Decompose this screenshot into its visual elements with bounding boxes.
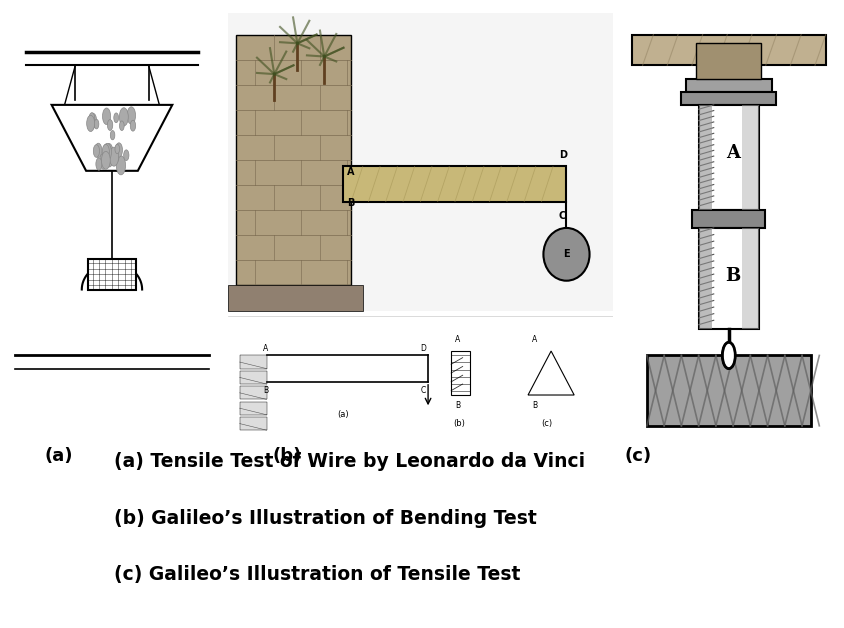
Polygon shape xyxy=(240,371,267,384)
Bar xyxy=(741,105,758,210)
Text: B: B xyxy=(531,401,537,410)
Text: (a) Tensile Test of Wire by Leonardo da Vinci: (a) Tensile Test of Wire by Leonardo da … xyxy=(114,452,585,471)
Polygon shape xyxy=(344,166,565,202)
Circle shape xyxy=(722,342,734,369)
Bar xyxy=(88,259,136,290)
Text: (a): (a) xyxy=(338,410,349,419)
Circle shape xyxy=(115,144,120,154)
Circle shape xyxy=(130,120,135,131)
Circle shape xyxy=(89,113,96,128)
Polygon shape xyxy=(680,92,776,105)
Text: B: B xyxy=(454,401,460,410)
Text: (a): (a) xyxy=(45,447,73,465)
Circle shape xyxy=(116,156,126,175)
Bar xyxy=(698,228,711,329)
Text: (c): (c) xyxy=(541,419,552,428)
Circle shape xyxy=(101,151,110,170)
Circle shape xyxy=(103,143,111,161)
Circle shape xyxy=(87,116,95,131)
Bar xyxy=(698,105,711,210)
Text: C: C xyxy=(558,211,565,221)
Circle shape xyxy=(89,112,95,124)
Text: A: A xyxy=(725,144,739,162)
Text: (b): (b) xyxy=(273,447,301,465)
Text: (c): (c) xyxy=(624,447,651,465)
Circle shape xyxy=(114,113,118,122)
Bar xyxy=(451,351,470,395)
Polygon shape xyxy=(631,35,825,65)
Bar xyxy=(698,105,758,210)
Text: B: B xyxy=(262,386,268,395)
Polygon shape xyxy=(240,386,267,399)
Circle shape xyxy=(543,228,589,281)
Text: B: B xyxy=(725,268,740,285)
Circle shape xyxy=(116,143,122,157)
Circle shape xyxy=(106,153,113,167)
Polygon shape xyxy=(240,355,267,369)
Polygon shape xyxy=(51,105,172,171)
Circle shape xyxy=(119,108,128,126)
Text: (b): (b) xyxy=(452,419,464,428)
Text: A: A xyxy=(347,167,354,177)
Polygon shape xyxy=(691,210,765,228)
Circle shape xyxy=(94,119,99,129)
Bar xyxy=(741,228,758,329)
Bar xyxy=(235,35,351,285)
Bar xyxy=(647,355,809,426)
Text: A: A xyxy=(262,344,268,353)
Circle shape xyxy=(114,153,119,162)
Polygon shape xyxy=(240,417,267,430)
Bar xyxy=(698,228,758,329)
Circle shape xyxy=(106,143,112,159)
Circle shape xyxy=(100,153,107,170)
Bar xyxy=(228,13,612,311)
Circle shape xyxy=(102,144,109,159)
Circle shape xyxy=(95,158,102,170)
Circle shape xyxy=(93,144,100,158)
Text: A: A xyxy=(454,335,460,344)
Circle shape xyxy=(102,108,111,124)
Text: D: D xyxy=(420,344,425,353)
Polygon shape xyxy=(528,351,574,395)
Bar xyxy=(228,316,612,452)
Circle shape xyxy=(109,147,118,166)
Circle shape xyxy=(119,121,124,131)
Polygon shape xyxy=(228,285,362,311)
Text: E: E xyxy=(562,249,569,259)
Polygon shape xyxy=(240,402,267,414)
Bar xyxy=(695,43,760,78)
Text: D: D xyxy=(558,149,566,160)
Text: B: B xyxy=(347,198,354,208)
Circle shape xyxy=(111,131,115,140)
Text: A: A xyxy=(531,335,537,344)
Polygon shape xyxy=(685,78,771,92)
Text: C: C xyxy=(420,386,425,395)
Circle shape xyxy=(123,150,129,161)
Text: (b) Galileo’s Illustration of Bending Test: (b) Galileo’s Illustration of Bending Te… xyxy=(114,509,536,528)
Circle shape xyxy=(127,107,135,124)
Text: (c) Galileo’s Illustration of Tensile Test: (c) Galileo’s Illustration of Tensile Te… xyxy=(114,565,520,584)
Circle shape xyxy=(95,143,102,158)
Circle shape xyxy=(107,119,112,131)
Circle shape xyxy=(114,153,119,163)
